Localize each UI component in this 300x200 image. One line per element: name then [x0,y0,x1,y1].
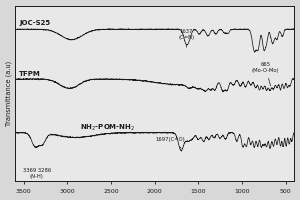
Text: 665
(Mo-O-Mo): 665 (Mo-O-Mo) [252,62,279,86]
Text: TFPM: TFPM [19,71,41,77]
Y-axis label: Transmittance (a.u): Transmittance (a.u) [6,61,12,126]
Text: 1697(C=O): 1697(C=O) [155,137,185,148]
Text: 1637
(C=N): 1637 (C=N) [178,29,194,47]
Text: NH$_2$-POM-NH$_2$: NH$_2$-POM-NH$_2$ [80,123,136,133]
Text: JOC-S25: JOC-S25 [19,20,50,26]
Text: 3369 3286
(N-H): 3369 3286 (N-H) [22,168,51,179]
